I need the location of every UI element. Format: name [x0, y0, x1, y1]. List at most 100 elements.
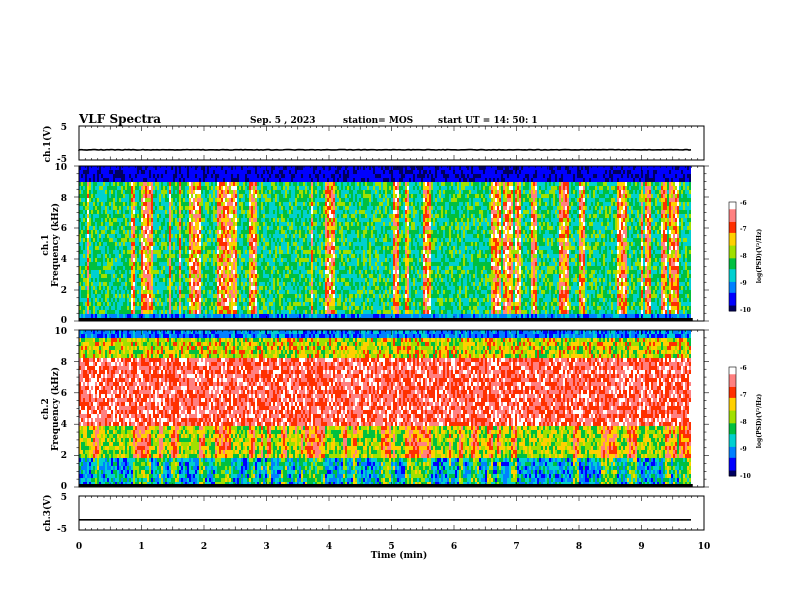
heatmap-cell: [129, 206, 131, 210]
heatmap-cell: [151, 254, 153, 258]
heatmap-cell: [149, 282, 151, 286]
heatmap-cell: [87, 306, 89, 310]
heatmap-cell: [145, 258, 147, 262]
heatmap-cell: [101, 298, 103, 302]
heatmap-cell: [167, 258, 169, 262]
heatmap-cell: [81, 190, 83, 194]
heatmap-cell: [141, 270, 143, 274]
heatmap-cell: [151, 170, 153, 174]
heatmap-cell: [151, 186, 153, 190]
ch1-voltage-ylabel: ch.1(V): [42, 126, 53, 163]
heatmap-cell: [145, 198, 147, 202]
heatmap-cell: [121, 274, 123, 278]
heatmap-cell: [139, 262, 141, 266]
heatmap-cell: [91, 218, 93, 222]
heatmap-cell: [121, 230, 123, 234]
heatmap-cell: [109, 242, 111, 246]
heatmap-cell: [139, 214, 141, 218]
heatmap-cell: [165, 230, 167, 234]
heatmap-cell: [127, 254, 129, 258]
heatmap-cell: [115, 230, 117, 234]
heatmap-cell: [177, 194, 179, 198]
heatmap-cell: [157, 166, 159, 170]
heatmap-cell: [107, 266, 109, 270]
heatmap-cell: [141, 250, 143, 254]
heatmap-cell: [95, 182, 97, 186]
heatmap-cell: [89, 258, 91, 262]
heatmap-cell: [115, 262, 117, 266]
heatmap-cell: [117, 198, 119, 202]
heatmap-cell: [83, 198, 85, 202]
heatmap-cell: [151, 242, 153, 246]
heatmap-cell: [169, 222, 171, 226]
heatmap-cell: [117, 306, 119, 310]
heatmap-cell: [123, 230, 125, 234]
heatmap-cell: [153, 302, 155, 306]
heatmap-cell: [93, 194, 95, 198]
heatmap-cell: [175, 222, 177, 226]
heatmap-cell: [151, 270, 153, 274]
heatmap-cell: [113, 282, 115, 286]
heatmap-cell: [169, 238, 171, 242]
heatmap-cell: [151, 210, 153, 214]
heatmap-cell: [169, 262, 171, 266]
heatmap-cell: [137, 286, 139, 290]
heatmap-cell: [143, 190, 145, 194]
heatmap-cell: [175, 170, 177, 174]
heatmap-cell: [137, 186, 139, 190]
heatmap-cell: [161, 170, 163, 174]
heatmap-cell: [177, 234, 179, 238]
heatmap-cell: [159, 298, 161, 302]
heatmap-cell: [91, 282, 93, 286]
heatmap-cell: [85, 270, 87, 274]
heatmap-cell: [167, 266, 169, 270]
heatmap-cell: [95, 202, 97, 206]
heatmap-cell: [143, 206, 145, 210]
heatmap-cell: [157, 206, 159, 210]
heatmap-cell: [129, 250, 131, 254]
heatmap-cell: [163, 202, 165, 206]
heatmap-cell: [113, 254, 115, 258]
heatmap-cell: [169, 218, 171, 222]
heatmap-cell: [81, 242, 83, 246]
heatmap-cell: [133, 230, 135, 234]
heatmap-cell: [125, 238, 127, 242]
heatmap-cell: [81, 198, 83, 202]
heatmap-cell: [99, 294, 101, 298]
heatmap-cell: [131, 242, 133, 246]
heatmap-cell: [113, 182, 115, 186]
heatmap-cell: [127, 174, 129, 178]
heatmap-cell: [107, 186, 109, 190]
heatmap-cell: [147, 278, 149, 282]
heatmap-cell: [107, 298, 109, 302]
heatmap-cell: [99, 178, 101, 182]
heatmap-cell: [83, 202, 85, 206]
heatmap-cell: [175, 282, 177, 286]
heatmap-cell: [173, 174, 175, 178]
heatmap-cell: [135, 290, 137, 294]
vlf-spectra-figure: VLF Spectra Sep. 5 , 2023 station= MOS s…: [0, 0, 792, 612]
heatmap-cell: [91, 286, 93, 290]
heatmap-cell: [117, 202, 119, 206]
heatmap-cell: [93, 294, 95, 298]
heatmap-cell: [155, 226, 157, 230]
heatmap-cell: [159, 282, 161, 286]
heatmap-cell: [173, 282, 175, 286]
heatmap-cell: [129, 270, 131, 274]
heatmap-cell: [115, 270, 117, 274]
heatmap-cell: [175, 306, 177, 310]
heatmap-cell: [131, 282, 133, 286]
heatmap-cell: [147, 290, 149, 294]
heatmap-cell: [131, 178, 133, 182]
heatmap-cell: [169, 214, 171, 218]
heatmap-cell: [121, 238, 123, 242]
heatmap-cell: [127, 178, 129, 182]
heatmap-cell: [165, 290, 167, 294]
heatmap-cell: [107, 306, 109, 310]
heatmap-cell: [157, 186, 159, 190]
heatmap-cell: [167, 226, 169, 230]
heatmap-cell: [101, 306, 103, 310]
heatmap-cell: [109, 198, 111, 202]
heatmap-cell: [87, 250, 89, 254]
heatmap-cell: [143, 222, 145, 226]
